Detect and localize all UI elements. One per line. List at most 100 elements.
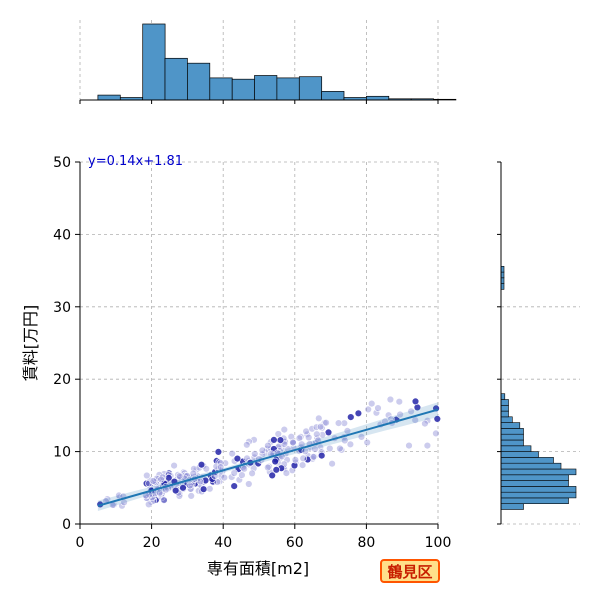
data-point — [407, 407, 415, 415]
data-point — [423, 441, 432, 450]
data-point — [186, 481, 194, 490]
data-point — [143, 471, 151, 480]
data-point — [175, 472, 184, 480]
data-point — [340, 419, 348, 427]
data-point — [208, 475, 217, 483]
data-point — [341, 436, 349, 445]
y-histogram-bar — [500, 416, 513, 423]
scatter-plot: 0 20 40 60 80 100 0 10 20 30 40 50 — [53, 155, 451, 551]
data-point — [411, 397, 420, 406]
x-tick-label: 20 — [143, 535, 161, 551]
data-point — [202, 465, 211, 473]
data-point — [318, 431, 327, 439]
y-axis-label: 賃料[万円] — [21, 305, 40, 382]
data-point — [282, 469, 291, 477]
data-point — [145, 500, 153, 509]
y-histogram-bar — [500, 428, 524, 435]
y-ticks: 0 10 20 30 40 50 — [53, 155, 80, 533]
data-point — [315, 414, 323, 422]
x-histogram-bar — [164, 57, 188, 101]
x-histogram-bar — [276, 77, 300, 101]
data-point — [283, 456, 291, 464]
confidence-band — [97, 402, 439, 511]
y-tick-label: 40 — [53, 227, 71, 243]
axes — [79, 162, 438, 525]
data-point — [324, 428, 333, 437]
data-point — [328, 460, 336, 468]
data-point — [364, 405, 372, 414]
data-point — [313, 430, 321, 438]
y-histogram-bar — [500, 422, 521, 429]
y-histogram-bar — [500, 503, 524, 510]
data-point — [258, 446, 267, 455]
x-tick-label: 100 — [425, 535, 452, 551]
data-point — [405, 441, 413, 450]
data-point — [230, 482, 238, 490]
x-histogram-bar — [254, 75, 278, 101]
data-point — [160, 496, 168, 504]
data-point — [368, 399, 376, 408]
data-point — [251, 450, 259, 458]
data-point — [238, 471, 246, 479]
data-point — [157, 475, 165, 484]
y-tick-label: 30 — [53, 300, 71, 316]
data-point — [271, 457, 279, 466]
data-point — [290, 461, 299, 470]
data-point — [384, 411, 393, 419]
data-point — [289, 438, 297, 447]
data-point — [374, 404, 382, 412]
data-point — [305, 433, 313, 442]
y-histogram-bar — [500, 474, 569, 481]
data-point — [299, 454, 307, 462]
data-point — [308, 425, 316, 433]
regression-equation: y=0.14x+1.81 — [88, 154, 183, 169]
grid — [80, 161, 439, 524]
data-point — [396, 410, 404, 419]
data-point — [272, 466, 280, 474]
data-point — [298, 461, 307, 469]
y-histogram-bar — [500, 468, 577, 476]
ward-badge: 鶴見区 — [380, 559, 440, 583]
data-point — [235, 476, 244, 484]
data-point — [179, 484, 187, 492]
data-point — [372, 409, 381, 417]
data-point — [265, 462, 273, 471]
x-histogram-bar — [298, 76, 323, 101]
y-histogram-bar — [500, 404, 509, 412]
data-point — [334, 419, 343, 427]
data-points — [96, 395, 441, 510]
data-point — [233, 454, 242, 463]
marginal-y-histogram — [497, 161, 580, 525]
data-point — [264, 463, 272, 472]
data-point — [170, 461, 178, 470]
y-histogram-bar — [500, 433, 524, 441]
x-tick-label: 0 — [76, 535, 85, 551]
x-histogram-bar — [97, 94, 121, 101]
data-point — [318, 451, 326, 460]
data-point — [228, 473, 236, 481]
data-point — [206, 485, 214, 493]
y-histogram-bar — [500, 445, 532, 452]
data-point — [336, 444, 344, 453]
data-point — [268, 471, 276, 480]
data-point — [149, 477, 158, 485]
data-point — [421, 419, 429, 428]
y-histogram-bar — [500, 457, 554, 464]
x-histogram-bar — [142, 23, 166, 101]
x-tick-label: 80 — [357, 535, 375, 551]
data-point — [433, 415, 441, 423]
data-point — [145, 479, 153, 488]
data-point — [270, 436, 278, 444]
y-histogram-bar — [500, 462, 562, 470]
data-point — [322, 419, 330, 427]
data-point — [280, 425, 288, 434]
data-point — [326, 444, 334, 453]
y-histogram-bar — [500, 491, 577, 499]
data-point — [354, 409, 363, 417]
data-point — [276, 436, 285, 444]
x-histogram-bar — [366, 95, 390, 101]
x-histogram-bar — [209, 77, 233, 101]
y-tick-label: 10 — [53, 445, 71, 461]
y-histogram-bar — [500, 486, 577, 493]
